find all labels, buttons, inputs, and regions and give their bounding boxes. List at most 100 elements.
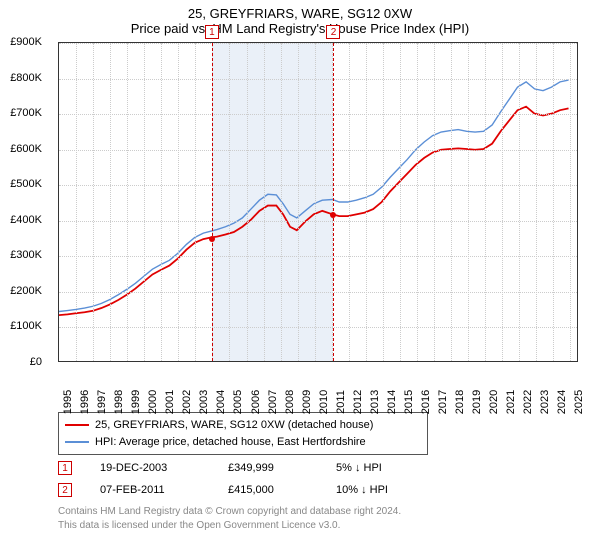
event-flag-icon: 2 [58,483,72,497]
x-tick-label: 2020 [488,390,500,414]
gridline-v [400,43,401,361]
gridline-v [298,43,299,361]
event-line [333,43,334,361]
gridline-v [229,43,230,361]
event-flag-icon: 2 [326,25,340,39]
y-tick-label: £300K [10,249,42,261]
legend-box: 25, GREYFRIARS, WARE, SG12 0XW (detached… [58,412,428,455]
event-line [212,43,213,361]
x-tick-label: 1997 [96,390,108,414]
gridline-v [417,43,418,361]
y-tick-label: £400K [10,214,42,226]
x-tick-label: 2016 [420,390,432,414]
gridline-h [59,150,577,151]
chart-area: 12 £0 £100K £200K £300K £400K £500K £600K £700K… [10,38,590,408]
y-tick-label: £700K [10,107,42,119]
gridline-v [110,43,111,361]
footer-line: This data is licensed under the Open Gov… [58,519,590,533]
x-tick-label: 1998 [113,390,125,414]
gridline-v [247,43,248,361]
x-tick-label: 2023 [539,390,551,414]
y-tick-label: £0 [30,356,42,368]
x-tick-label: 2003 [198,390,210,414]
x-tick-label: 2018 [454,390,466,414]
gridline-v [76,43,77,361]
x-tick-label: 2011 [335,390,347,414]
x-tick-label: 2007 [267,390,279,414]
x-tick-label: 2013 [369,390,381,414]
gridline-h [59,327,577,328]
x-tick-label: 2022 [522,390,534,414]
gridline-v [485,43,486,361]
gridline-v [451,43,452,361]
x-tick-label: 2014 [386,390,398,414]
gridline-v [195,43,196,361]
y-tick-label: £200K [10,285,42,297]
plot-area: 12 [58,42,578,362]
x-tick-label: 2000 [147,390,159,414]
legend-swatch [65,424,89,426]
legend-item: HPI: Average price, detached house, East… [65,434,421,451]
event-marker-icon [209,236,215,242]
legend-swatch [65,441,89,443]
x-tick-label: 2005 [232,390,244,414]
x-tick-label: 2002 [181,390,193,414]
footer-line: Contains HM Land Registry data © Crown c… [58,505,590,519]
x-tick-label: 2004 [215,390,227,414]
gridline-v [553,43,554,361]
attribution-footer: Contains HM Land Registry data © Crown c… [58,505,590,532]
event-price: £349,999 [228,462,308,474]
x-tick-label: 2010 [318,390,330,414]
chart-title-line2: Price paid vs. HM Land Registry's House … [10,21,590,36]
y-tick-label: £600K [10,143,42,155]
y-tick-label: £100K [10,320,42,332]
x-tick-label: 2024 [556,390,568,414]
gridline-v [536,43,537,361]
event-marker-icon [330,212,336,218]
gridline-v [144,43,145,361]
gridline-v [519,43,520,361]
y-tick-label: £800K [10,72,42,84]
gridline-v [468,43,469,361]
x-tick-label: 1996 [79,390,91,414]
gridline-v [93,43,94,361]
legend-label: HPI: Average price, detached house, East… [95,434,366,451]
gridline-h [59,114,577,115]
x-tick-label: 2012 [352,390,364,414]
gridline-v [383,43,384,361]
gridline-v [570,43,571,361]
x-tick-label: 2009 [301,390,313,414]
chart-title-line1: 25, GREYFRIARS, WARE, SG12 0XW [10,6,590,21]
x-tick-label: 2008 [284,390,296,414]
x-tick-label: 1999 [130,390,142,414]
gridline-v [178,43,179,361]
event-row: 1 19-DEC-2003 £349,999 5% ↓ HPI [58,461,590,475]
legend-label: 25, GREYFRIARS, WARE, SG12 0XW (detached… [95,417,373,434]
event-delta: 10% ↓ HPI [336,484,388,496]
event-delta: 5% ↓ HPI [336,462,382,474]
gridline-v [434,43,435,361]
event-row: 2 07-FEB-2011 £415,000 10% ↓ HPI [58,483,590,497]
gridline-v [281,43,282,361]
event-date: 19-DEC-2003 [100,462,200,474]
gridline-v [161,43,162,361]
x-tick-label: 2015 [403,390,415,414]
y-tick-label: £500K [10,178,42,190]
x-tick-label: 2017 [437,390,449,414]
x-tick-label: 2001 [164,390,176,414]
gridline-v [502,43,503,361]
x-tick-label: 1995 [62,390,74,414]
x-tick-label: 2006 [250,390,262,414]
gridline-h [59,185,577,186]
legend-item: 25, GREYFRIARS, WARE, SG12 0XW (detached… [65,417,421,434]
events-table: 1 19-DEC-2003 £349,999 5% ↓ HPI 2 07-FEB… [58,461,590,497]
gridline-v [127,43,128,361]
gridline-h [59,79,577,80]
line-series-svg [59,43,577,361]
x-tick-label: 2019 [471,390,483,414]
y-tick-label: £900K [10,36,42,48]
gridline-v [315,43,316,361]
gridline-h [59,256,577,257]
event-flag-icon: 1 [205,25,219,39]
x-tick-label: 2025 [573,390,585,414]
